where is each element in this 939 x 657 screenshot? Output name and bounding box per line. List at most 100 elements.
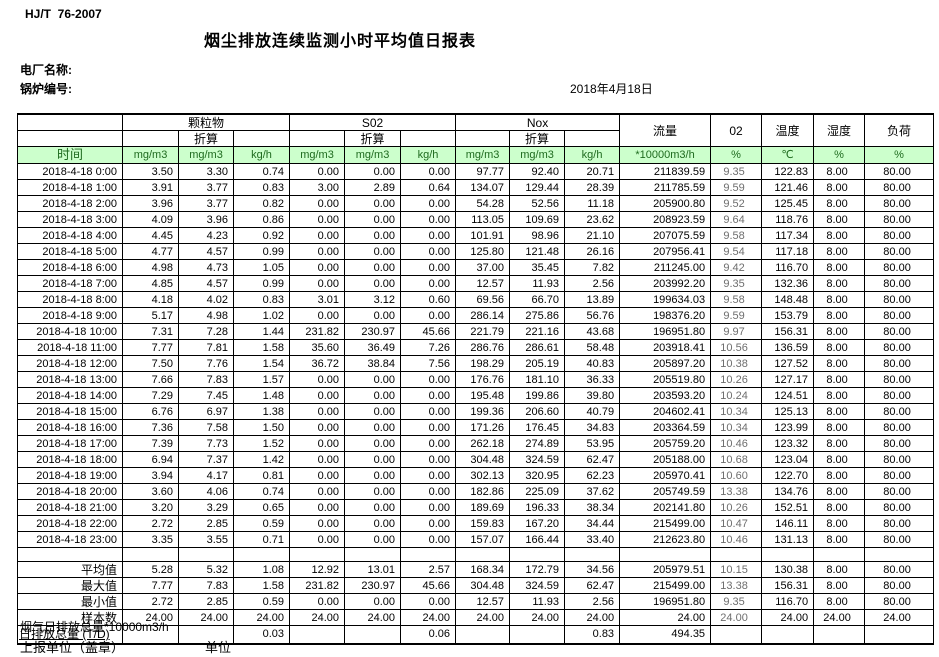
value-cell: 302.13 [455, 467, 511, 484]
time-cell: 2018-4-18 7:00 [17, 275, 123, 292]
value-cell: 92.40 [509, 163, 566, 180]
value-cell: 159.83 [455, 515, 511, 532]
value-cell: 0.83 [232, 291, 291, 308]
value-cell [509, 625, 566, 645]
value-cell: 10.26 [710, 499, 763, 516]
converted-label-so2: 折算 [344, 130, 402, 147]
value-cell: 7.50 [122, 355, 179, 372]
value-cell: 37.62 [564, 483, 621, 500]
value-cell: 230.97 [344, 577, 402, 594]
value-cell: 0.00 [344, 259, 402, 276]
value-cell: 62.47 [564, 451, 621, 468]
value-cell: 54.28 [455, 195, 511, 212]
value-cell: 0.00 [344, 483, 402, 500]
value-cell: 1.05 [232, 259, 291, 276]
header-o2: 02 [710, 113, 763, 147]
value-cell: 8.00 [813, 483, 866, 500]
value-cell: 45.66 [400, 323, 457, 340]
value-cell: 24.00 [710, 609, 763, 626]
value-cell: 11.93 [509, 593, 566, 610]
value-cell: 109.69 [509, 211, 566, 228]
data-row: 2018-4-18 5:00 4.77 4.57 0.99 0.00 0.00 0.00 12… [17, 243, 935, 260]
value-cell: 0.00 [400, 531, 457, 548]
value-cell: 205759.20 [619, 435, 712, 452]
value-cell: 2.57 [400, 561, 457, 578]
value-cell: 199.86 [509, 387, 566, 404]
unit-header-cell: *10000m3/h [619, 146, 712, 164]
value-cell: 62.23 [564, 467, 621, 484]
unit-header-cell: mg/m3 [344, 146, 402, 164]
value-cell [455, 625, 511, 645]
value-cell [400, 547, 457, 562]
value-cell: 62.47 [564, 577, 621, 594]
value-cell: 0.00 [289, 275, 346, 292]
value-cell: 9.35 [710, 593, 763, 610]
value-cell: 4.17 [178, 467, 234, 484]
value-cell: 80.00 [864, 403, 935, 420]
value-cell: 0.00 [289, 307, 346, 324]
value-cell: 8.00 [813, 259, 866, 276]
value-cell: 80.00 [864, 275, 935, 292]
value-cell: 0.60 [400, 291, 457, 308]
value-cell: 6.76 [122, 403, 179, 420]
value-cell: 6.97 [178, 403, 234, 420]
value-cell: 0.00 [289, 419, 346, 436]
footer-reporting-unit: 上报单位（盖章） [20, 640, 125, 655]
value-cell: 10.46 [710, 531, 763, 548]
value-cell: 123.04 [761, 451, 815, 468]
value-cell: 37.00 [455, 259, 511, 276]
value-cell: 123.99 [761, 419, 815, 436]
value-cell: 157.07 [455, 531, 511, 548]
value-cell: 134.76 [761, 483, 815, 500]
value-cell [710, 547, 763, 562]
value-cell: 286.76 [455, 339, 511, 356]
value-cell: 0.00 [344, 499, 402, 516]
value-cell: 3.55 [178, 531, 234, 548]
value-cell: 117.34 [761, 227, 815, 244]
value-cell: 80.00 [864, 291, 935, 308]
value-cell: 122.70 [761, 467, 815, 484]
value-cell: 33.40 [564, 531, 621, 548]
value-cell: 10.34 [710, 419, 763, 436]
value-cell: 0.00 [289, 531, 346, 548]
value-cell: 10.46 [710, 435, 763, 452]
value-cell: 80.00 [864, 371, 935, 388]
value-cell: 3.20 [122, 499, 179, 516]
value-cell: 0.00 [344, 387, 402, 404]
value-cell: 211785.59 [619, 179, 712, 196]
value-cell: 45.66 [400, 577, 457, 594]
value-cell: 207075.59 [619, 227, 712, 244]
value-cell: 10.60 [710, 467, 763, 484]
value-cell: 211839.59 [619, 163, 712, 180]
value-cell: 4.57 [178, 275, 234, 292]
value-cell: 0.00 [400, 227, 457, 244]
value-cell: 80.00 [864, 387, 935, 404]
value-cell: 0.83 [564, 625, 621, 645]
value-cell: 199634.03 [619, 291, 712, 308]
value-cell: 8.00 [813, 467, 866, 484]
value-cell: 8.00 [813, 371, 866, 388]
value-cell: 196.33 [509, 499, 566, 516]
data-row: 2018-4-18 17:00 7.39 7.73 1.52 0.00 0.00 0.00 2… [17, 435, 935, 452]
data-row: 2018-4-18 22:00 2.72 2.85 0.59 0.00 0.00 0.00 1… [17, 515, 935, 532]
value-cell: 53.95 [564, 435, 621, 452]
value-cell: 8.00 [813, 577, 866, 594]
value-cell: 0.99 [232, 243, 291, 260]
value-cell: 80.00 [864, 243, 935, 260]
value-cell [455, 547, 511, 562]
value-cell: 156.31 [761, 577, 815, 594]
value-cell: 80.00 [864, 419, 935, 436]
value-cell: 24.00 [509, 609, 566, 626]
value-cell: 189.69 [455, 499, 511, 516]
summary-row: 样本数 24.00 24.00 24.00 24.00 24.00 24.00 24.00 24… [17, 609, 935, 626]
value-cell [289, 625, 346, 645]
value-cell: 5.32 [178, 561, 234, 578]
value-cell: 118.76 [761, 211, 815, 228]
value-cell: 36.72 [289, 355, 346, 372]
time-cell: 2018-4-18 0:00 [17, 163, 123, 180]
value-cell: 304.48 [455, 577, 511, 594]
value-cell: 80.00 [864, 499, 935, 516]
value-cell: 0.00 [400, 483, 457, 500]
value-cell: 0.00 [289, 593, 346, 610]
value-cell: 97.77 [455, 163, 511, 180]
